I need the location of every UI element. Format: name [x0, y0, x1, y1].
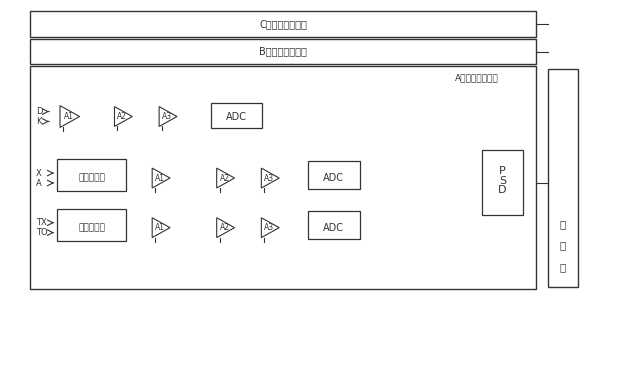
Text: 显: 显: [560, 262, 566, 272]
Polygon shape: [262, 218, 280, 238]
FancyBboxPatch shape: [211, 102, 262, 128]
FancyBboxPatch shape: [189, 205, 303, 250]
FancyBboxPatch shape: [482, 150, 523, 215]
Polygon shape: [217, 168, 234, 188]
Text: A2: A2: [220, 223, 230, 232]
Text: ADC: ADC: [323, 223, 344, 233]
FancyBboxPatch shape: [57, 209, 126, 240]
FancyBboxPatch shape: [189, 155, 303, 201]
Polygon shape: [217, 218, 234, 238]
Text: TO: TO: [36, 228, 48, 237]
Text: A3: A3: [264, 174, 275, 182]
Text: D: D: [499, 185, 507, 195]
Text: D: D: [36, 107, 43, 116]
Polygon shape: [60, 105, 80, 127]
FancyBboxPatch shape: [548, 69, 578, 287]
Text: K: K: [36, 117, 41, 126]
Polygon shape: [262, 168, 280, 188]
Text: A1: A1: [64, 112, 74, 121]
FancyBboxPatch shape: [308, 161, 360, 189]
Text: X: X: [36, 169, 42, 178]
FancyBboxPatch shape: [308, 211, 360, 239]
FancyBboxPatch shape: [102, 96, 216, 139]
Text: S: S: [499, 175, 506, 185]
FancyBboxPatch shape: [57, 159, 126, 191]
Text: 电压互感器: 电压互感器: [78, 174, 105, 182]
Text: A1: A1: [155, 174, 165, 182]
Text: C相运算处理单元: C相运算处理单元: [259, 19, 307, 29]
Text: B相运算处理单元: B相运算处理单元: [259, 47, 307, 57]
Text: 电流互感器: 电流互感器: [78, 223, 105, 232]
Text: TX: TX: [36, 218, 47, 227]
Text: A3: A3: [264, 223, 275, 232]
Polygon shape: [115, 107, 132, 127]
Polygon shape: [152, 168, 170, 188]
FancyBboxPatch shape: [30, 66, 536, 289]
Text: ADC: ADC: [226, 111, 247, 121]
Text: P: P: [499, 166, 506, 176]
Text: 示: 示: [560, 240, 566, 250]
Text: A3: A3: [162, 112, 172, 121]
Text: A1: A1: [155, 223, 165, 232]
Polygon shape: [152, 218, 170, 238]
FancyBboxPatch shape: [30, 39, 536, 64]
Text: A2: A2: [117, 112, 127, 121]
Text: ADC: ADC: [323, 173, 344, 183]
Polygon shape: [159, 107, 177, 127]
FancyBboxPatch shape: [30, 11, 536, 37]
Text: A: A: [36, 178, 42, 188]
Text: 屏: 屏: [560, 219, 566, 229]
Text: A2: A2: [220, 174, 230, 182]
Text: A相运算处理单元: A相运算处理单元: [455, 73, 499, 82]
